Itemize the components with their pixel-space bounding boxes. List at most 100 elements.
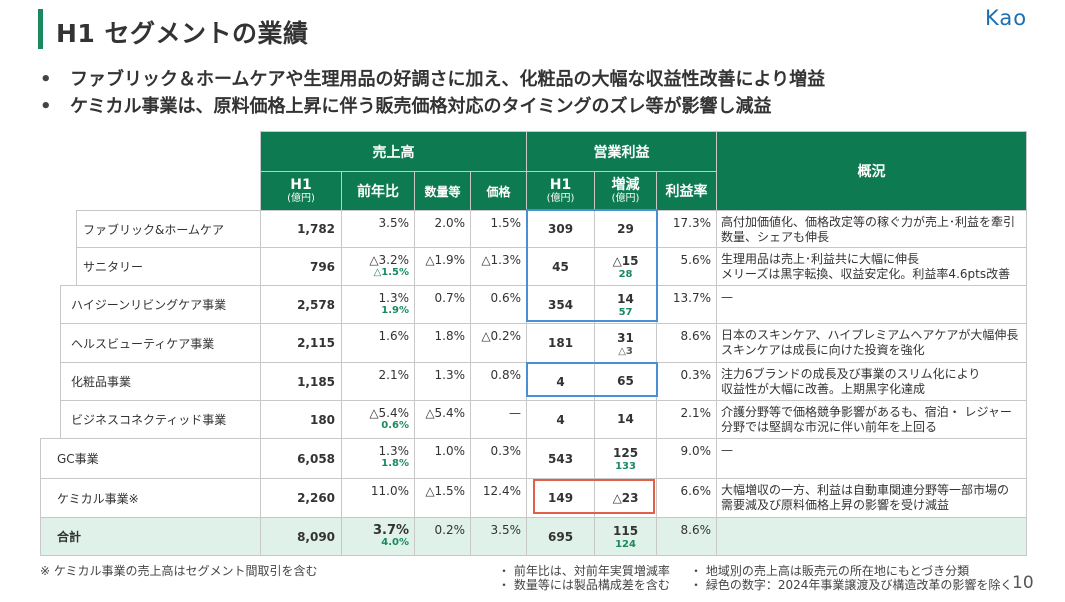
table-row: ビジネスコネクティッド事業 180 △5.4% 0.6% △5.4% — 4 14… bbox=[40, 400, 1028, 439]
yoy-cell: 1.3% 1.8% bbox=[341, 438, 416, 479]
overview-line-1: 日本のスキンケア、ハイプレミアムヘアケアが大幅伸長 bbox=[721, 328, 1019, 342]
footnote-volume: ・ 数量等には製品構成差を含む bbox=[498, 578, 670, 592]
header-overview: 概況 bbox=[716, 131, 1028, 211]
yoy-cell: 1.6% bbox=[341, 323, 416, 363]
volume-cell: △5.4% bbox=[414, 400, 472, 439]
summary-bullet: • ファブリック＆ホームケアや生理用品の好調さに加え、化粧品の大幅な収益性改善によ… bbox=[40, 66, 825, 93]
op-change-cell: 14 57 bbox=[594, 285, 658, 324]
price-cell: △1.3% bbox=[470, 247, 528, 286]
sales-value: 796 bbox=[260, 247, 343, 286]
op-value: 45 bbox=[526, 247, 596, 286]
segment-name: ビジネスコネクティッド事業 bbox=[59, 400, 262, 439]
price-cell: 0.3% bbox=[470, 438, 528, 479]
kao-logo: Kao bbox=[985, 6, 1028, 30]
op-change-cell: 31 △3 bbox=[594, 323, 658, 363]
segment-name: GC事業 bbox=[39, 438, 262, 479]
volume-cell: 2.0% bbox=[414, 210, 472, 248]
table-row: GC事業 6,058 1.3% 1.8% 1.0% 0.3% 543 125 133… bbox=[39, 438, 1028, 479]
overview-line-2: 需要減及び原料価格上昇の影響を受け減益 bbox=[721, 498, 950, 512]
volume-cell: 1.0% bbox=[414, 438, 472, 479]
header-price: 価格 bbox=[470, 171, 528, 211]
yoy-cell: 2.1% bbox=[341, 362, 416, 401]
op-change-cell: 29 bbox=[594, 210, 658, 248]
overview-cell: 介護分野等で価格競争影響があるも、宿泊・ レジャー 分野では堅調な市況に伴い前年を… bbox=[716, 400, 1028, 439]
volume-cell: 0.2% bbox=[414, 517, 472, 556]
op-value: 695 bbox=[526, 517, 596, 556]
overview-line-2: 分野では堅調な市況に伴い前年を上回る bbox=[721, 420, 938, 434]
header-volume: 数量等 bbox=[414, 171, 472, 211]
op-value: 4 bbox=[526, 362, 596, 401]
bullet-text: ファブリック＆ホームケアや生理用品の好調さに加え、化粧品の大幅な収益性改善により… bbox=[70, 69, 826, 90]
footnote-region: ・ 地域別の売上高は販売元の所在地にもとづき分類 bbox=[690, 564, 970, 578]
price-cell: 1.5% bbox=[470, 210, 528, 248]
summary-bullets: • ファブリック＆ホームケアや生理用品の好調さに加え、化粧品の大幅な収益性改善によ… bbox=[40, 66, 825, 120]
sales-value: 8,090 bbox=[260, 517, 343, 556]
header-op-group: 営業利益 bbox=[526, 131, 718, 172]
page-number: 10 bbox=[1012, 573, 1034, 593]
op-value: 181 bbox=[526, 323, 596, 363]
overview-cell: 大幅増収の一方、利益は自動車関連分野等一部市場の 需要減及び原料価格上昇の影響を受… bbox=[716, 478, 1028, 518]
yoy-cell: 3.7% 4.0% bbox=[341, 517, 416, 556]
sales-value: 1,782 bbox=[260, 210, 343, 248]
margin-cell: 6.6% bbox=[656, 478, 718, 518]
sales-value: 2,115 bbox=[260, 323, 343, 363]
bullet-mark: • bbox=[40, 69, 52, 90]
segment-name: ファブリック&ホームケア bbox=[75, 210, 262, 248]
overview-line-1: 大幅増収の一方、利益は自動車関連分野等一部市場の bbox=[721, 483, 1010, 497]
table-row: 化粧品事業 1,185 2.1% 1.3% 0.8% 4 65 0.3% 注力6… bbox=[40, 362, 1028, 401]
overview-cell: — bbox=[716, 438, 1028, 479]
table-row: ケミカル事業※ 2,260 11.0% △1.5% 12.4% 149 △23 … bbox=[39, 478, 1028, 518]
overview-cell: 高付加価値化、価格改定等の稼ぐ力が売上･利益を牽引 数量、シェアも伸長 bbox=[716, 210, 1028, 248]
op-change-cell: 65 bbox=[594, 362, 658, 401]
op-change-cell: △15 28 bbox=[594, 247, 658, 286]
op-change-cell: 125 133 bbox=[594, 438, 658, 479]
margin-cell: 2.1% bbox=[656, 400, 718, 439]
sales-value: 6,058 bbox=[260, 438, 343, 479]
volume-cell: 1.3% bbox=[414, 362, 472, 401]
segment-name: 合計 bbox=[39, 517, 262, 556]
segment-name: ケミカル事業※ bbox=[39, 478, 262, 518]
page-title: H1 セグメントの業績 bbox=[56, 19, 309, 48]
margin-cell: 8.6% bbox=[656, 323, 718, 363]
op-change-cell: 115 124 bbox=[594, 517, 658, 556]
yoy-cell: △3.2% △1.5% bbox=[341, 247, 416, 286]
volume-cell: △1.5% bbox=[414, 478, 472, 518]
overview-line-1: 生理用品は売上･利益共に大幅に伸長 bbox=[721, 252, 920, 266]
overview-cell: 生理用品は売上･利益共に大幅に伸長 メリーズは黒字転換、収益安定化。利益率4.6p… bbox=[716, 247, 1028, 286]
price-cell: △0.2% bbox=[470, 323, 528, 363]
yoy-cell: 11.0% bbox=[341, 478, 416, 518]
volume-cell: 1.8% bbox=[414, 323, 472, 363]
footnote-green: ・ 緑色の数字：2024年事業譲渡及び構造改革の影響を除く bbox=[690, 578, 1013, 592]
sales-value: 180 bbox=[260, 400, 343, 439]
yoy-cell: △5.4% 0.6% bbox=[341, 400, 416, 439]
overview-line-1: 注力6ブランドの成長及び事業のスリム化により bbox=[721, 367, 981, 381]
overview-cell: 注力6ブランドの成長及び事業のスリム化により 収益性が大幅に改善。上期黒字化達成 bbox=[716, 362, 1028, 401]
table-row: ヘルスビューティケア事業 2,115 1.6% 1.8% △0.2% 181 3… bbox=[40, 323, 1028, 363]
margin-cell: 13.7% bbox=[656, 285, 718, 324]
op-value: 149 bbox=[526, 478, 596, 518]
op-value: 309 bbox=[526, 210, 596, 248]
sales-value: 2,260 bbox=[260, 478, 343, 518]
price-cell: 0.6% bbox=[470, 285, 528, 324]
price-cell: 12.4% bbox=[470, 478, 528, 518]
overview-line-1: 介護分野等で価格競争影響があるも、宿泊・ レジャー bbox=[721, 405, 1012, 419]
margin-cell: 8.6% bbox=[656, 517, 718, 556]
table-row-total: 合計 8,090 3.7% 4.0% 0.2% 3.5% 695 115 124 8… bbox=[39, 517, 1028, 556]
overview-line-2: スキンケアは成長に向けた投資を強化 bbox=[721, 343, 925, 357]
header-op-change: 増減 (億円) bbox=[594, 171, 658, 211]
overview-cell: 日本のスキンケア、ハイプレミアムヘアケアが大幅伸長 スキンケアは成長に向けた投資を… bbox=[716, 323, 1028, 363]
volume-cell: 0.7% bbox=[414, 285, 472, 324]
sales-value: 1,185 bbox=[260, 362, 343, 401]
margin-cell: 9.0% bbox=[656, 438, 718, 479]
overview-line-2: 収益性が大幅に改善。上期黒字化達成 bbox=[721, 382, 926, 396]
table-row: ファブリック&ホームケア 1,782 3.5% 2.0% 1.5% 309 29… bbox=[40, 210, 1028, 248]
table-row: サニタリー 796 △3.2% △1.5% △1.9% △1.3% 45 △15 2… bbox=[40, 247, 1028, 286]
segment-name: ヘルスビューティケア事業 bbox=[59, 323, 262, 363]
op-value: 354 bbox=[526, 285, 596, 324]
header-sales-group: 売上高 bbox=[260, 131, 528, 172]
op-value: 543 bbox=[526, 438, 596, 479]
header-yoy: 前年比 bbox=[341, 171, 416, 211]
segment-name: サニタリー bbox=[75, 247, 262, 286]
overview-line-1: 高付加価値化、価格改定等の稼ぐ力が売上･利益を牽引 bbox=[721, 215, 1016, 229]
margin-cell: 5.6% bbox=[656, 247, 718, 286]
